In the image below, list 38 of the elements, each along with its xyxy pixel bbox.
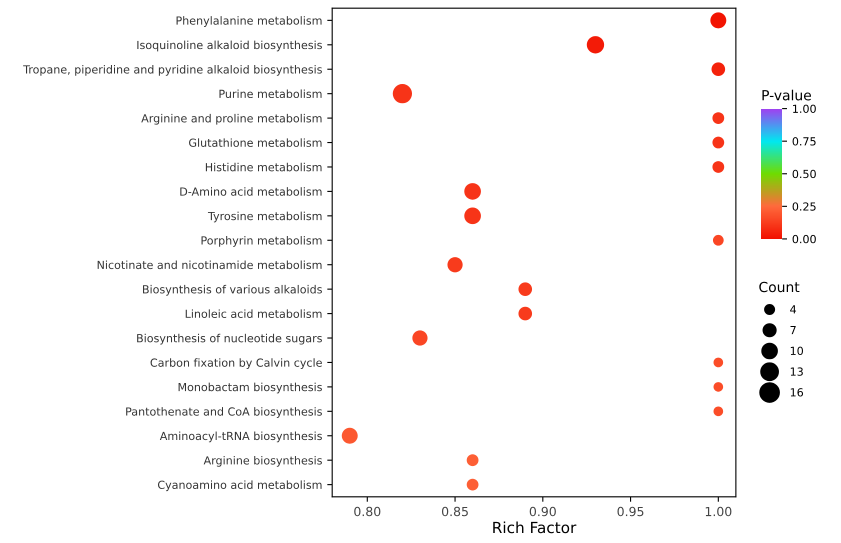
color-bar-label: 0.50 (792, 170, 816, 178)
y-tick-label: Glutathione metabolism (189, 138, 322, 147)
color-bar-label: 0.00 (792, 234, 816, 244)
legend-title: Count (759, 282, 800, 292)
legend-label: 13 (790, 367, 803, 376)
y-tick-label: Arginine biosynthesis (204, 456, 322, 467)
x-tick-label: 1.00 (706, 506, 732, 516)
y-tick-label: Aminoacyl-tRNA biosynthesis (160, 432, 322, 442)
x-tick-label: 0.95 (617, 506, 644, 516)
y-tick-label: Arginine and proline metabolism (141, 114, 322, 125)
legend-label: 7 (790, 326, 796, 334)
y-tick-label: Monobactam biosynthesis (178, 382, 322, 394)
y-tick-label: Biosynthesis of various alkaloids (143, 284, 322, 296)
y-tick-label: Pantothenate and CoA biosynthesis (126, 407, 322, 418)
color-bar-title: P-value (762, 90, 812, 100)
x-tick-label: 0.85 (442, 506, 468, 516)
legend-label: 16 (790, 388, 804, 397)
y-tick-label: Porphyrin metabolism (202, 236, 322, 247)
y-tick-label: Purine metabolism (219, 89, 322, 98)
color-bar-label: 1.00 (793, 104, 816, 113)
color-bar-label: 0.75 (792, 137, 816, 146)
x-axis-title: Rich Factor (493, 521, 576, 534)
legend-label: 10 (790, 346, 803, 356)
y-tick-label: Carbon fixation by Calvin cycle (150, 358, 322, 369)
y-tick-label: Tyrosine metabolism (208, 212, 322, 222)
y-tick-label: Cyanoamino acid metabolism (158, 480, 322, 492)
y-tick-label: Phenylalanine metabolism (176, 16, 322, 27)
y-tick-label: Biosynthesis of nucleotide sugars (137, 334, 322, 345)
x-tick-label: 0.80 (354, 506, 380, 516)
y-tick-label: Histidine metabolism (206, 162, 322, 172)
y-tick-label: Isoquinoline alkaloid biosynthesis (137, 40, 322, 52)
y-tick-label: Tropane, piperidine and pyridine alkaloid biosynthesis (23, 65, 322, 76)
y-tick-label: Nicotinate and nicotinamide metabolism (98, 260, 322, 270)
legend-label: 4 (790, 305, 796, 314)
x-tick-label: 0.90 (530, 506, 556, 516)
color-bar-label: 0.25 (792, 202, 816, 211)
y-tick-label: D-Amino acid metabolism (180, 187, 322, 196)
y-tick-label: Linoleic acid metabolism (186, 309, 322, 318)
